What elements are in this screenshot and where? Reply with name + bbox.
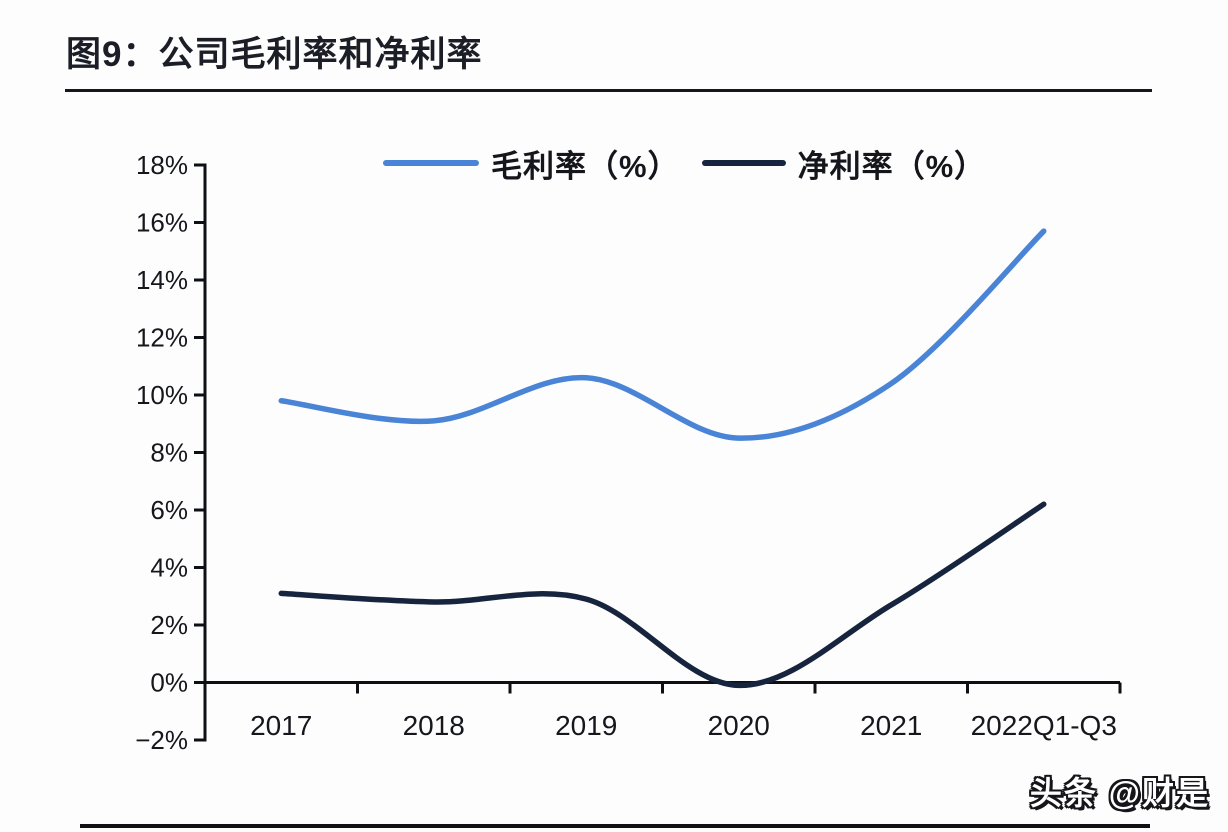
x-tick-label: 2022Q1-Q3 xyxy=(971,710,1117,741)
watermark: 头条 @财是 xyxy=(1029,775,1210,811)
y-tick-label: 6% xyxy=(150,495,188,525)
gross-margin-legend-label: 毛利率（%） xyxy=(491,148,680,184)
x-tick-label: 2021 xyxy=(860,710,922,741)
net-margin-line xyxy=(278,501,1047,689)
y-tick-label: 18% xyxy=(136,150,188,180)
y-tick-label: 2% xyxy=(150,610,188,640)
y-tick-label: 12% xyxy=(136,323,188,353)
net-margin-legend-line xyxy=(701,160,786,166)
chart-legend: 毛利率（%） 净利率（%） xyxy=(383,146,986,184)
title-divider xyxy=(65,89,1152,92)
figure-title: 图9：公司毛利率和净利率 xyxy=(66,35,483,74)
y-tick-label: 4% xyxy=(150,553,188,583)
gross-margin-line xyxy=(278,228,1047,441)
x-tick-label: 2018 xyxy=(403,710,465,741)
y-tick-label: 8% xyxy=(150,438,188,468)
y-tick-label: 10% xyxy=(136,380,188,410)
gross-margin-legend-line xyxy=(383,160,479,166)
y-tick-label: −2% xyxy=(135,725,188,755)
x-tick-label: 2017 xyxy=(250,710,312,741)
y-tick-label: 16% xyxy=(136,208,188,238)
net-margin-legend-label: 净利率（%） xyxy=(797,148,987,184)
y-tick-label: 0% xyxy=(150,668,188,698)
x-tick-label: 2020 xyxy=(708,710,770,741)
bottom-divider xyxy=(80,824,1150,828)
y-tick-label: 14% xyxy=(136,265,188,295)
x-tick-label: 2019 xyxy=(555,710,617,741)
